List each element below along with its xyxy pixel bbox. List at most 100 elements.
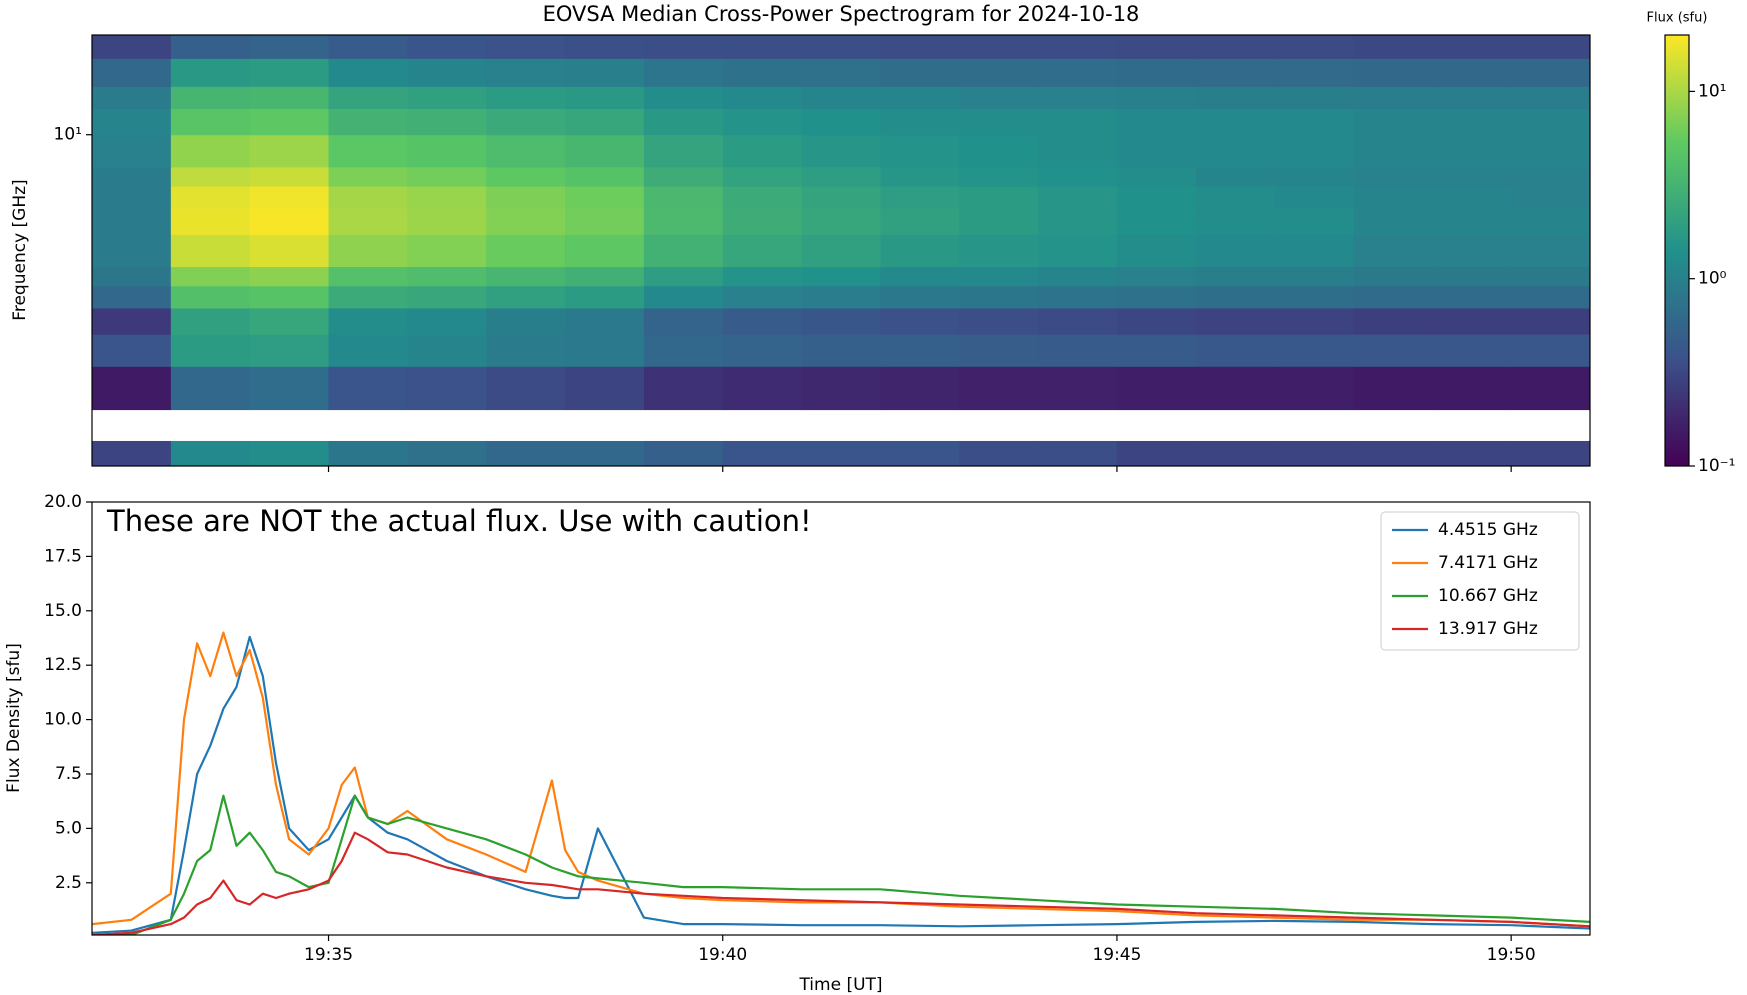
heatmap-cell xyxy=(1511,108,1590,136)
heatmap-cell xyxy=(565,134,645,168)
heatmap-cell xyxy=(486,440,566,466)
heatmap-cell xyxy=(249,208,330,235)
heatmap-cell xyxy=(959,266,1039,287)
heatmap-cell xyxy=(92,86,172,109)
heatmap-cell xyxy=(1274,58,1354,87)
heatmap-cell xyxy=(565,35,645,59)
heatmap-cell xyxy=(801,108,881,136)
heatmap-cell xyxy=(1432,234,1512,268)
heatmap-cell xyxy=(1116,307,1197,335)
heatmap-cell xyxy=(249,234,330,268)
heatmap-cell xyxy=(801,440,881,466)
heatmap-cell xyxy=(880,108,960,136)
heatmap-cell xyxy=(1116,366,1197,411)
heatmap-cell xyxy=(565,86,645,109)
heatmap-cell xyxy=(722,86,803,109)
heatmap-cell xyxy=(1432,134,1512,168)
heatmap-cell xyxy=(328,234,408,268)
chart-title: EOVSA Median Cross-Power Spectrogram for… xyxy=(543,2,1140,26)
heatmap-cell xyxy=(328,208,408,235)
heatmap-cell xyxy=(170,234,251,268)
heatmap-cell xyxy=(1195,366,1276,411)
heatmap-cell xyxy=(486,86,566,109)
heatmap-cell xyxy=(328,108,408,136)
x-tick-label: 19:50 xyxy=(1487,945,1536,965)
heatmap-cell xyxy=(1038,108,1118,136)
heatmap-cell xyxy=(643,440,724,466)
heatmap-cell xyxy=(1511,307,1590,335)
heatmap-cell xyxy=(959,166,1039,187)
heatmap-cell xyxy=(1038,86,1118,109)
heatmap-cell xyxy=(92,307,172,335)
heatmap-cell xyxy=(565,285,645,309)
heatmap-cell xyxy=(1274,266,1354,287)
heatmap-cell xyxy=(1116,166,1197,187)
heatmap-cell xyxy=(959,186,1039,209)
plot-frame xyxy=(91,501,1591,936)
heatmap-cell xyxy=(407,134,487,168)
heatmap-cell xyxy=(170,134,251,168)
heatmap-cell xyxy=(643,285,724,309)
heatmap-cell xyxy=(801,334,881,367)
heatmap-cell xyxy=(722,440,803,466)
series-line xyxy=(92,631,1590,928)
heatmap-cell xyxy=(1116,440,1197,466)
heatmap-cell xyxy=(407,285,487,309)
heatmap-cell xyxy=(1038,134,1118,168)
heatmap-cell xyxy=(1038,186,1118,209)
heatmap-cell xyxy=(1432,58,1512,87)
heatmap-cell xyxy=(1195,108,1276,136)
heatmap-cell xyxy=(1274,186,1354,209)
heatmap-cell xyxy=(959,440,1039,466)
x-tick-label: 19:40 xyxy=(698,945,747,965)
series-line xyxy=(92,635,1590,934)
heatmap-cell xyxy=(722,234,803,268)
y-tick-label: 7.5 xyxy=(55,764,82,784)
heatmap-cell xyxy=(1432,334,1512,367)
heatmap-cell xyxy=(328,334,408,367)
heatmap-cell xyxy=(1353,266,1433,287)
heatmap-cell xyxy=(1116,234,1197,268)
heatmap-cell xyxy=(328,440,408,466)
heatmap-cell xyxy=(1195,440,1276,466)
legend-label: 7.4171 GHz xyxy=(1438,553,1538,573)
heatmap-cell xyxy=(1353,134,1433,168)
heatmap-cell xyxy=(801,134,881,168)
heatmap-cell xyxy=(1116,86,1197,109)
heatmap-cell xyxy=(1353,366,1433,411)
heatmap-cell xyxy=(643,334,724,367)
heatmap-cell xyxy=(643,366,724,411)
plot-lines xyxy=(92,631,1590,935)
heatmap-cell xyxy=(1274,285,1354,309)
heatmap-cell xyxy=(92,186,172,209)
heatmap-cell xyxy=(1432,186,1512,209)
colorbar xyxy=(1664,34,1690,467)
heatmap-cell xyxy=(1038,334,1118,367)
heatmap-cell xyxy=(643,134,724,168)
y-tick-label: 15.0 xyxy=(44,601,82,621)
heatmap-cell xyxy=(170,266,251,287)
heatmap-cell xyxy=(880,234,960,268)
heatmap-cell xyxy=(1432,285,1512,309)
colorbar-tick-label: 10⁰ xyxy=(1698,269,1727,289)
heatmap-cell xyxy=(722,366,803,411)
heatmap-cell xyxy=(92,35,172,59)
heatmap-cell xyxy=(1195,234,1276,268)
heatmap-cell xyxy=(1511,234,1590,268)
heatmap-cell xyxy=(722,285,803,309)
heatmap-cell xyxy=(1274,35,1354,59)
heatmap-cell xyxy=(565,440,645,466)
heatmap-cell xyxy=(1511,266,1590,287)
heatmap-cell xyxy=(643,186,724,209)
heatmap-cell xyxy=(880,186,960,209)
heatmap-cell xyxy=(959,35,1039,59)
heatmap-cell xyxy=(1195,208,1276,235)
heatmap-cell xyxy=(328,134,408,168)
heatmap-cell xyxy=(959,366,1039,411)
heatmap-cell xyxy=(92,440,172,466)
heatmap-cell xyxy=(170,186,251,209)
heatmap-cell xyxy=(486,266,566,287)
heatmap-cell xyxy=(1274,440,1354,466)
heatmap-cell xyxy=(1353,108,1433,136)
series-line xyxy=(92,794,1590,935)
